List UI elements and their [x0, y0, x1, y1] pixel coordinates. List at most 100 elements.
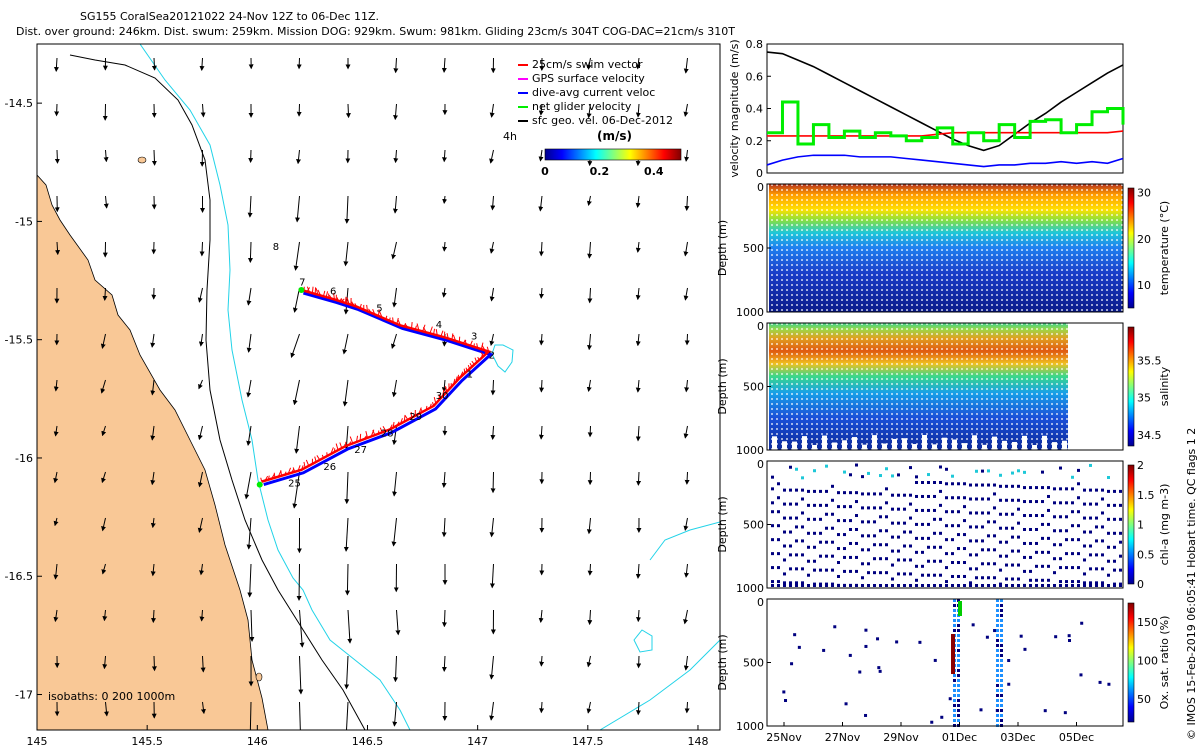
colorbar-tick-label: 1	[1137, 519, 1144, 532]
chla-dot	[927, 559, 930, 563]
chla-dot	[1095, 488, 1098, 492]
swim-vector	[292, 467, 296, 472]
colorbar-tick-label: 20	[1137, 233, 1151, 246]
swim-vector	[403, 323, 407, 327]
oxygen-dot	[930, 720, 934, 724]
chla-dot	[927, 494, 930, 498]
current-vector	[489, 287, 495, 302]
chla-dot	[981, 584, 984, 587]
current-vector	[197, 517, 203, 534]
current-vector	[299, 701, 301, 730]
chla-dot	[1005, 584, 1008, 587]
current-vector	[587, 241, 593, 259]
section-ytick-label: 500	[743, 519, 764, 532]
chla-dot	[831, 512, 834, 516]
date-tick-label: 27Nov	[825, 731, 861, 744]
oxygen-profile-dot	[1000, 604, 1003, 607]
section-fill	[769, 323, 1068, 450]
oxygen-dot	[1063, 711, 1067, 715]
current-vector	[343, 241, 349, 267]
chla-surface-dot	[999, 473, 1002, 477]
profile-bottom-gap	[952, 439, 957, 450]
chla-dot	[861, 584, 864, 587]
swim-vector	[382, 425, 387, 432]
chla-dot	[975, 497, 978, 501]
chla-dot	[909, 502, 912, 506]
chla-dot	[891, 507, 894, 511]
chla-surface-dot	[1017, 469, 1020, 473]
chla-dot	[939, 531, 942, 535]
current-vector	[489, 333, 495, 347]
chla-dot	[999, 540, 1002, 544]
chla-dot	[903, 507, 906, 511]
current-vector	[102, 609, 108, 622]
chla-dot	[1017, 584, 1020, 587]
chla-dot	[789, 530, 792, 534]
chla-dot	[963, 574, 966, 578]
profile-bottom-gap	[792, 441, 797, 450]
chla-dot	[1041, 536, 1044, 540]
oxygen-profile-dot	[996, 704, 999, 707]
chla-dot	[963, 482, 966, 486]
chla-dot	[909, 530, 912, 534]
chla-surface-dot	[1059, 466, 1062, 470]
map-ytick-label: -16.5	[5, 570, 33, 583]
chla-surface-dot	[879, 474, 882, 478]
chla-dot	[1011, 526, 1014, 530]
chla-dot	[939, 489, 942, 493]
profile-bottom-gap	[1052, 442, 1057, 450]
chla-dot	[951, 561, 954, 565]
chla-dot	[831, 498, 834, 502]
chla-dot	[1095, 567, 1098, 571]
swim-vector	[379, 427, 383, 433]
chla-dot	[1035, 578, 1038, 582]
date-tick-label: 03Dec	[1000, 731, 1035, 744]
oxygen-dot	[1068, 639, 1072, 643]
profile-bottom-gap	[782, 441, 787, 450]
chla-dot	[1041, 564, 1044, 568]
oxygen-dot	[833, 625, 837, 629]
current-vector	[635, 103, 641, 118]
chla-dot	[945, 538, 948, 542]
day-label: 28	[381, 429, 394, 440]
chla-dot	[1101, 553, 1104, 557]
chla-dot	[999, 526, 1002, 530]
current-vector	[442, 609, 448, 628]
current-vector	[101, 563, 107, 575]
chla_section-panel: 0 500 1000 Depth (m) 0 0.5 1 1.5 2 chl-a (mg m-3)	[716, 458, 1171, 595]
oxygen-profile-dot	[957, 629, 960, 632]
chla-dot	[795, 502, 798, 506]
chla-dot	[1119, 489, 1122, 493]
chla-dot	[981, 576, 984, 580]
map-xtick-label: 145.5	[131, 735, 163, 748]
swim-vector	[463, 368, 466, 374]
swim-vector	[465, 367, 468, 372]
oxygen-profile-dot	[996, 654, 999, 657]
profile-bottom-gap	[832, 442, 837, 450]
swim-vector	[346, 297, 350, 305]
current-vector	[298, 655, 304, 695]
current-vector	[539, 287, 545, 299]
section-ytick-label: 1000	[736, 306, 764, 319]
chla-dot	[993, 548, 996, 552]
chla-dot	[849, 584, 852, 587]
chla-dot	[783, 584, 786, 587]
oxygen-dot	[797, 645, 801, 649]
chla-surface-dot	[1077, 468, 1080, 472]
chla-dot	[873, 584, 876, 587]
chla-dot	[1035, 584, 1038, 587]
chla-dot	[1083, 572, 1086, 576]
chla-dot	[1101, 584, 1104, 587]
chla-dot	[1095, 584, 1098, 587]
chla-dot	[795, 553, 798, 557]
chla-surface-dot	[843, 470, 846, 474]
oxygen-profile-dot	[957, 664, 960, 667]
chla-dot	[861, 506, 864, 510]
chla-dot	[987, 548, 990, 552]
chla-dot	[1053, 543, 1056, 547]
chla-dot	[921, 522, 924, 526]
chla-dot	[1119, 554, 1122, 558]
profile-bottom-gap	[942, 437, 947, 450]
swim-vector	[411, 321, 413, 329]
chla-dot	[1059, 580, 1062, 584]
